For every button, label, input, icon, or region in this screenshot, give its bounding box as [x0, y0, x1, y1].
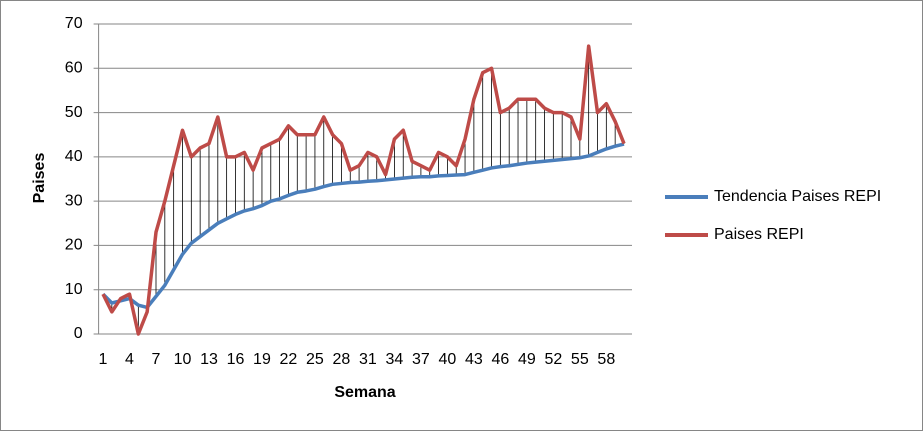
x-tick-label: 7 — [152, 351, 161, 368]
x-tick-label: 25 — [306, 351, 324, 368]
legend-label: Tendencia Paises REPI — [714, 188, 881, 205]
x-tick-label: 22 — [280, 351, 298, 368]
series-line — [101, 44, 626, 336]
x-tick-label: 4 — [125, 351, 134, 368]
y-tick-label: 50 — [65, 104, 83, 121]
x-tick-label: 1 — [99, 351, 108, 368]
y-tick-label: 70 — [65, 15, 83, 32]
x-tick-label: 43 — [465, 351, 483, 368]
x-tick-label: 31 — [359, 351, 377, 368]
x-tick-label: 40 — [438, 351, 456, 368]
y-tick-label: 30 — [65, 192, 83, 209]
x-tick-label: 46 — [491, 351, 509, 368]
x-tick-label: 16 — [227, 351, 245, 368]
y-tick-label: 0 — [74, 325, 83, 342]
x-tick-label: 19 — [253, 351, 271, 368]
x-tick-label: 58 — [597, 351, 615, 368]
x-axis-title: Semana — [334, 384, 395, 401]
x-tick-label: 13 — [200, 351, 218, 368]
x-tick-label: 55 — [571, 351, 589, 368]
y-tick-label: 40 — [65, 148, 83, 165]
x-tick-label: 34 — [386, 351, 404, 368]
x-tick-label: 49 — [518, 351, 536, 368]
legend-label: Paises REPI — [714, 226, 804, 243]
y-tick-label: 10 — [65, 281, 83, 298]
x-tick-label: 52 — [544, 351, 562, 368]
x-tick-label: 28 — [333, 351, 351, 368]
y-axis-title: Paises — [31, 153, 48, 204]
x-tick-label: 10 — [174, 351, 192, 368]
y-tick-label: 20 — [65, 237, 83, 254]
x-tick-label: 37 — [412, 351, 430, 368]
y-tick-label: 60 — [65, 60, 83, 77]
series-line — [101, 142, 625, 310]
